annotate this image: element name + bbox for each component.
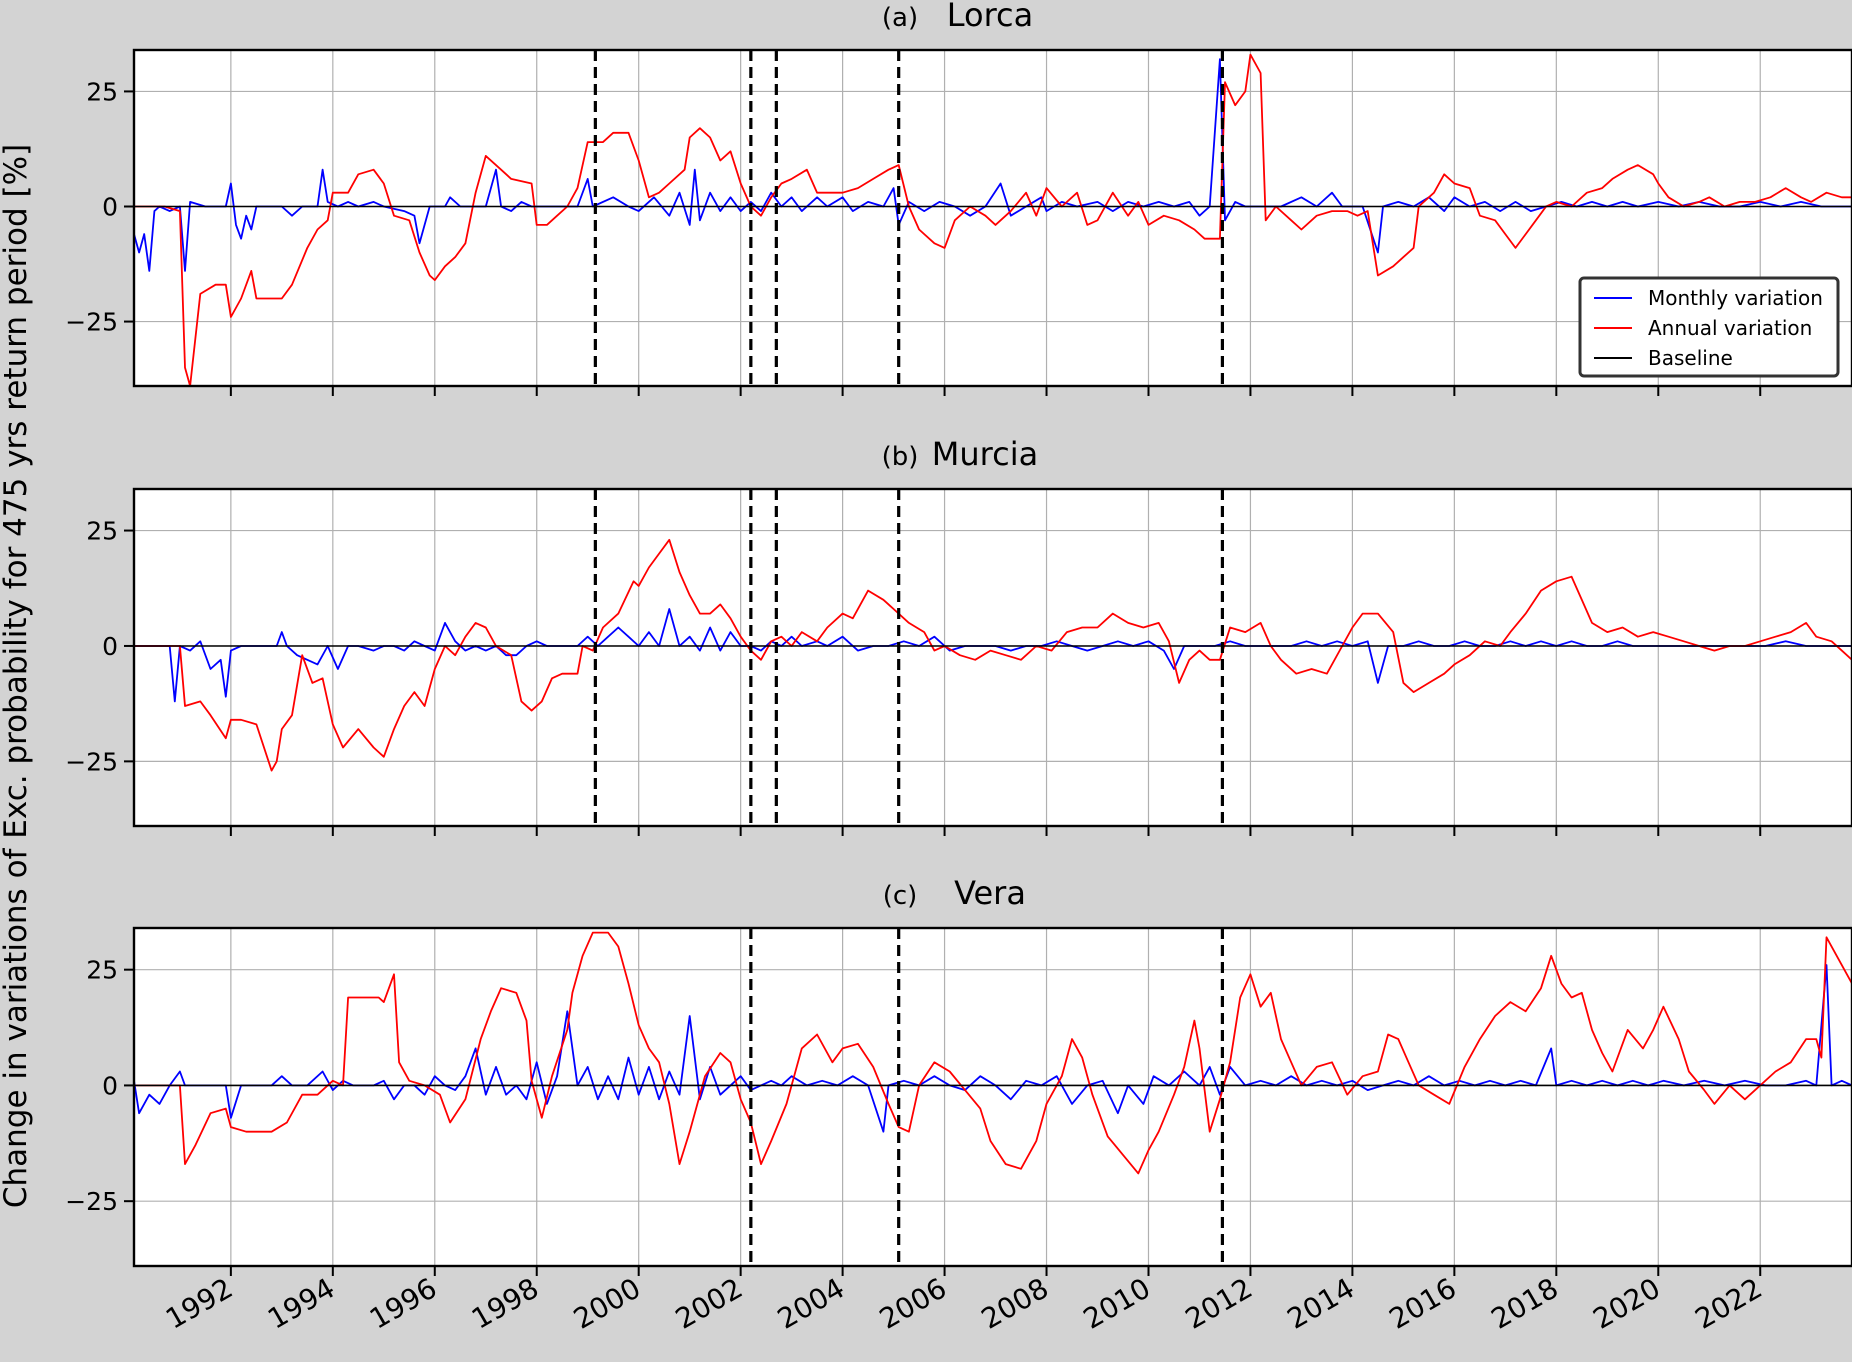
- x-tick-label: 1994: [262, 1271, 340, 1335]
- y-tick-label: −25: [65, 308, 118, 337]
- x-tick-label: 2000: [568, 1271, 646, 1335]
- chart-panel-lorca: −25 0 25 (a) Lorca: [65, 0, 1852, 396]
- series-monthly-variation: [134, 964, 1852, 1133]
- y-tick-label: −25: [65, 747, 118, 776]
- x-tick-label: 2018: [1486, 1271, 1564, 1335]
- x-tick-label: 2012: [1180, 1271, 1258, 1335]
- series-annual-variation: [134, 931, 1852, 1175]
- series-group: [134, 53, 1852, 386]
- y-tick-label: −25: [65, 1187, 118, 1216]
- x-tick-label: 1996: [364, 1271, 442, 1335]
- y-tick-label: 25: [86, 517, 118, 546]
- panel-title: Murcia: [932, 435, 1038, 473]
- plot-area: [134, 928, 1852, 1266]
- panel-tag: (c): [883, 881, 918, 911]
- x-tick-label: 2016: [1384, 1271, 1462, 1335]
- panel-title: Lorca: [947, 0, 1034, 34]
- y-tick-label: 0: [102, 192, 118, 221]
- panel-tag: (a): [882, 3, 918, 33]
- series-group: [134, 931, 1852, 1175]
- panel-title: Vera: [954, 874, 1026, 912]
- chart-panel-vera: −25 0 25 (c) Vera 1992 1994 1996 1998 2000 2002 200…: [65, 874, 1852, 1336]
- legend-entry-label: Baseline: [1648, 346, 1733, 370]
- plot-frame: [132, 926, 1852, 1268]
- y-tick-label: 25: [86, 956, 118, 985]
- chart-panel-murcia: −25 0 25 (b) Murcia: [65, 435, 1852, 836]
- x-tick-label: 2022: [1690, 1271, 1768, 1335]
- series-monthly-variation: [134, 58, 1852, 272]
- legend-entry-label: Annual variation: [1648, 316, 1812, 340]
- plot-frame: [132, 487, 1852, 828]
- plot-area: [134, 489, 1852, 826]
- plot-area: [134, 50, 1852, 386]
- series-annual-variation: [134, 538, 1852, 772]
- x-tick-label: 1992: [160, 1271, 238, 1335]
- x-tick-label: 2004: [772, 1271, 850, 1335]
- y-tick-label: 25: [86, 77, 118, 106]
- legend-entry-label: Monthly variation: [1648, 286, 1823, 310]
- y-tick-label: 0: [102, 1071, 118, 1100]
- x-tick-label: 2006: [874, 1271, 952, 1335]
- plot-frame: [132, 48, 1852, 388]
- x-tick-label: 2008: [976, 1271, 1054, 1335]
- legend: Monthly variation Annual variation Baselin…: [1578, 276, 1840, 378]
- panel-tag: (b): [882, 442, 919, 472]
- y-axis-label: Change in variations of Exc. probability…: [0, 144, 34, 1208]
- legend-box: [1578, 276, 1840, 378]
- x-tick-label: 2020: [1588, 1271, 1666, 1335]
- y-tick-label: 0: [102, 632, 118, 661]
- x-tick-label: 2010: [1078, 1271, 1156, 1335]
- x-tick-label: 2002: [670, 1271, 748, 1335]
- x-tick-label: 1998: [466, 1271, 544, 1335]
- x-tick-label: 2014: [1282, 1271, 1360, 1335]
- series-group: [134, 538, 1852, 772]
